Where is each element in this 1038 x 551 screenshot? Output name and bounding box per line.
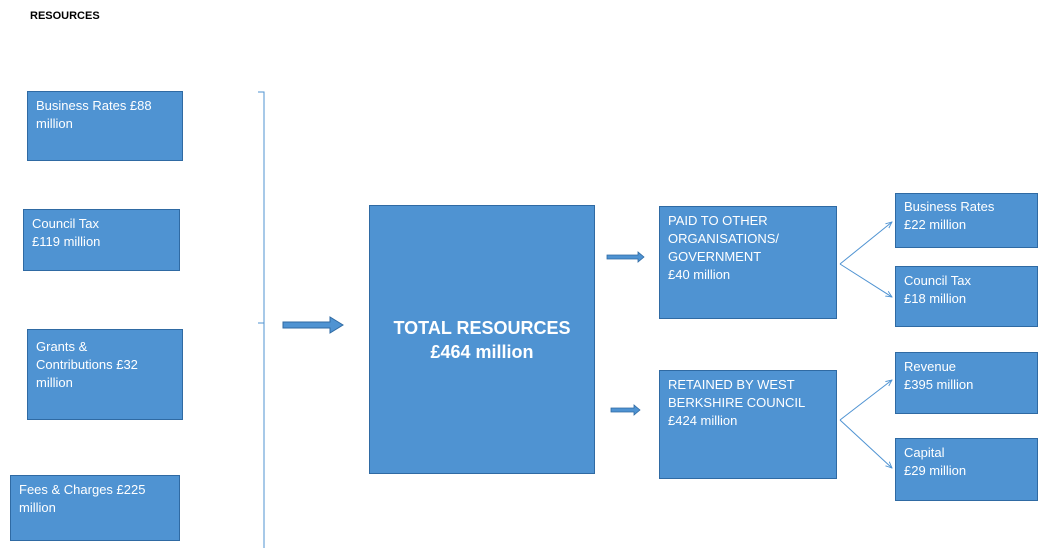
sources-bracket	[258, 91, 265, 548]
paid-council-tax: Council Tax £18 million	[895, 266, 1038, 327]
source-grants-contributions: Grants & Contributions £32 million	[27, 329, 183, 420]
arrow-to-total	[282, 316, 344, 334]
paid-business-rates: Business Rates £22 million	[895, 193, 1038, 248]
paid-out-box: PAID TO OTHER ORGANISATIONS/ GOVERNMENT …	[659, 206, 837, 319]
source-business-rates: Business Rates £88 million	[27, 91, 183, 161]
page-title: RESOURCES	[30, 10, 100, 22]
retained-capital: Capital £29 million	[895, 438, 1038, 501]
line-to-council-tax	[839, 263, 892, 297]
source-council-tax: Council Tax £119 million	[23, 209, 180, 271]
total-resources-box: TOTAL RESOURCES £464 million	[369, 205, 595, 474]
arrow-to-retained	[610, 404, 641, 416]
source-fees-charges: Fees & Charges £225 million	[10, 475, 180, 541]
retained-revenue: Revenue £395 million	[895, 352, 1038, 414]
retained-box: RETAINED BY WEST BERKSHIRE COUNCIL £424 …	[659, 370, 837, 479]
line-to-business-rates	[839, 222, 892, 265]
line-to-capital	[839, 419, 892, 468]
arrow-to-paid-out	[606, 251, 645, 263]
line-to-revenue	[839, 380, 892, 421]
